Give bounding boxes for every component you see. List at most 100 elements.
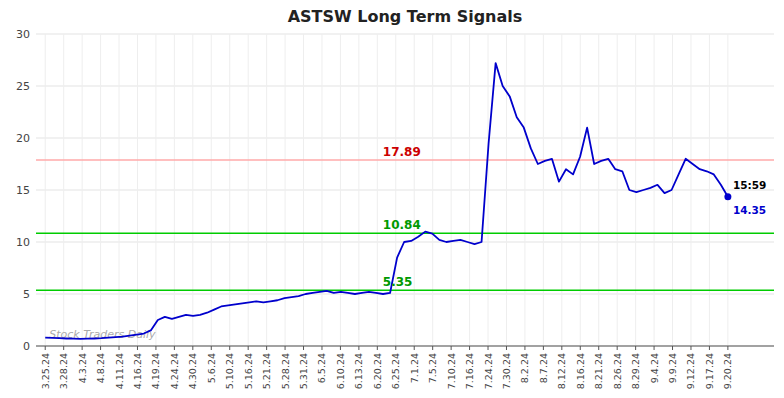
x-tick-label: 8.16.24 bbox=[575, 353, 586, 389]
x-tick-label: 4.3.24 bbox=[77, 353, 88, 383]
x-tick-label: 5.21.24 bbox=[261, 353, 272, 389]
grid-line-x bbox=[469, 34, 470, 346]
x-tick-label: 6.10.24 bbox=[335, 353, 346, 389]
grid-line-x bbox=[395, 34, 396, 346]
grid-line-x bbox=[524, 34, 525, 346]
x-tick-label: 7.30.24 bbox=[501, 353, 512, 389]
grid-line-x bbox=[506, 34, 507, 346]
grid-line-y bbox=[36, 34, 774, 35]
hline bbox=[36, 159, 774, 161]
x-tick-label: 9.17.24 bbox=[704, 353, 715, 389]
y-tick-label: 0 bbox=[23, 340, 30, 353]
grid-line-x bbox=[580, 34, 581, 346]
grid-line-x bbox=[192, 34, 193, 346]
grid-line-x bbox=[451, 34, 452, 346]
end-annotation: 15:59 bbox=[733, 179, 766, 191]
hline-label: 10.84 bbox=[383, 218, 421, 232]
grid-line-x bbox=[654, 34, 655, 346]
background bbox=[0, 0, 784, 398]
y-tick-label: 15 bbox=[16, 184, 30, 197]
x-tick-label: 7.16.24 bbox=[464, 353, 475, 389]
x-tick-label: 4.11.24 bbox=[114, 353, 125, 389]
plot-area bbox=[36, 63, 774, 339]
x-tick-label: 6.25.24 bbox=[390, 353, 401, 389]
grid-line-x bbox=[617, 34, 618, 346]
grid-line-x bbox=[690, 34, 691, 346]
x-tick-label: 5.6.24 bbox=[206, 353, 217, 383]
x-tick-label: 5.28.24 bbox=[280, 353, 291, 389]
grid-line-x bbox=[174, 34, 175, 346]
grid-line-x bbox=[635, 34, 636, 346]
grid-line-x bbox=[211, 34, 212, 346]
grid-line-x bbox=[137, 34, 138, 346]
x-tick-label: 7.24.24 bbox=[483, 353, 494, 389]
x-tick-label: 8.21.24 bbox=[593, 353, 604, 389]
x-tick-label: 7.5.24 bbox=[427, 353, 438, 383]
grid-line-x bbox=[63, 34, 64, 346]
grid-line-x bbox=[155, 34, 156, 346]
y-tick-label: 5 bbox=[23, 288, 30, 301]
x-tick-label: 7.10.24 bbox=[446, 353, 457, 389]
x-tick-label: 9.9.24 bbox=[667, 353, 678, 383]
grid-line-x bbox=[340, 34, 341, 346]
x-tick-label: 3.28.24 bbox=[58, 353, 69, 389]
grid-line-x bbox=[727, 34, 728, 346]
title: ASTSW Long Term Signals bbox=[288, 7, 523, 26]
grid-line-x bbox=[543, 34, 544, 346]
y-tick-label: 25 bbox=[16, 80, 30, 93]
grid-line-x bbox=[709, 34, 710, 346]
x-tick-label: 3.25.24 bbox=[40, 353, 51, 389]
grid-line-x bbox=[414, 34, 415, 346]
hline bbox=[36, 233, 774, 235]
grid-line-x bbox=[248, 34, 249, 346]
grid-line-x bbox=[303, 34, 304, 346]
grid-line-x bbox=[266, 34, 267, 346]
grid-line-x bbox=[377, 34, 378, 346]
grid-line-x bbox=[285, 34, 286, 346]
x-tick-label: 8.29.24 bbox=[630, 353, 641, 389]
y-tick-label: 10 bbox=[16, 236, 30, 249]
x-tick-label: 8.7.24 bbox=[538, 353, 549, 383]
grid-line-y bbox=[36, 346, 774, 347]
x-tick-label: 5.31.24 bbox=[298, 353, 309, 389]
y-tick-label: 20 bbox=[16, 132, 30, 145]
grid bbox=[36, 34, 774, 346]
grid-line-x bbox=[100, 34, 101, 346]
x-tick-label: 4.19.24 bbox=[150, 353, 161, 389]
x-axis-line bbox=[36, 345, 774, 346]
grid-line-x bbox=[229, 34, 230, 346]
x-tick-label: 8.26.24 bbox=[612, 353, 623, 389]
grid-line-y bbox=[36, 86, 774, 87]
hline bbox=[36, 290, 774, 292]
grid-line-x bbox=[488, 34, 489, 346]
x-tick-label: 6.5.24 bbox=[316, 353, 327, 383]
x-tick-label: 6.13.24 bbox=[353, 353, 364, 389]
x-tick-label: 5.10.24 bbox=[224, 353, 235, 389]
grid-line-x bbox=[561, 34, 562, 346]
x-tick-label: 4.16.24 bbox=[132, 353, 143, 389]
x-tick-label: 4.30.24 bbox=[187, 353, 198, 389]
chart: ASTSW Long Term Signals 0 5 10 15 20 25 30 3.25.… bbox=[0, 0, 784, 398]
y-tick-label: 30 bbox=[16, 28, 30, 41]
x-tick-label: 9.12.24 bbox=[685, 353, 696, 389]
x-tick-label: 7.1.24 bbox=[409, 353, 420, 383]
grid-line-x bbox=[358, 34, 359, 346]
x-tick-label: 9.4.24 bbox=[649, 353, 660, 383]
end-annotation: 14.35 bbox=[733, 204, 766, 216]
x-tick-label: 8.12.24 bbox=[556, 353, 567, 389]
grid-line-x bbox=[432, 34, 433, 346]
grid-line-y bbox=[36, 138, 774, 139]
grid-line-x bbox=[598, 34, 599, 346]
x-tick-label: 8.2.24 bbox=[519, 353, 530, 383]
last-point bbox=[724, 193, 731, 200]
x-tick-label: 4.24.24 bbox=[169, 353, 180, 389]
hline-label: 17.89 bbox=[383, 145, 421, 159]
x-tick-label: 5.16.24 bbox=[243, 353, 254, 389]
x-tick-label: 9.20.24 bbox=[722, 353, 733, 389]
x-tick-label: 6.20.24 bbox=[372, 353, 383, 389]
price-line bbox=[45, 63, 728, 339]
grid-line-x bbox=[45, 34, 46, 346]
hline-label: 5.35 bbox=[383, 275, 413, 289]
grid-line-y bbox=[36, 294, 774, 295]
grid-line-x bbox=[119, 34, 120, 346]
